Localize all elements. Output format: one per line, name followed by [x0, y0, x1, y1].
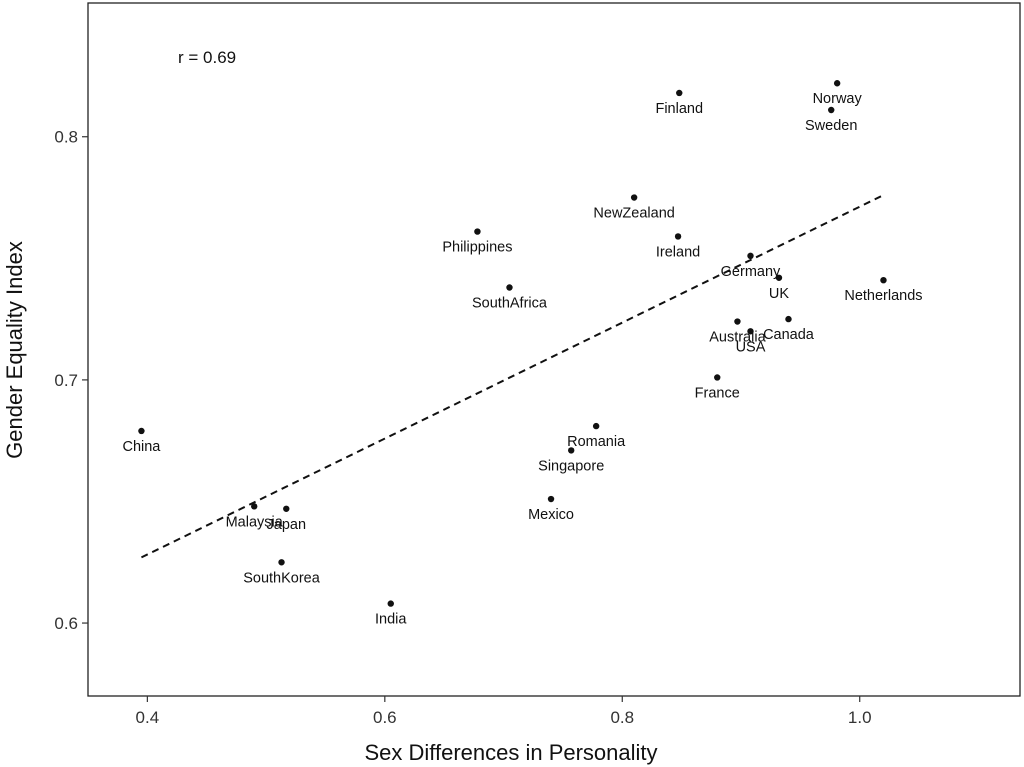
point-india [387, 600, 394, 607]
point-label-sweden: Sweden [805, 118, 857, 134]
x-tick-label: 0.8 [610, 708, 634, 727]
point-canada [785, 315, 792, 323]
point-label-newzealand: NewZealand [593, 206, 674, 222]
point-romania [592, 422, 600, 430]
point-finland [676, 89, 683, 97]
point-label-mexico: Mexico [528, 507, 574, 523]
point-usa [747, 328, 754, 335]
point-china [138, 427, 145, 435]
point-label-norway: Norway [813, 91, 863, 107]
point-japan [283, 505, 290, 512]
y-tick-label: 0.7 [54, 371, 78, 390]
point-label-china: China [122, 439, 161, 455]
y-axis: 0.6 0.7 0.8 [54, 128, 88, 633]
x-tick-label: 0.6 [373, 708, 397, 727]
x-tick-label: 0.4 [136, 708, 160, 727]
trendline [140, 194, 884, 559]
point-label-southkorea: SouthKorea [243, 570, 321, 586]
point-mexico [547, 495, 555, 503]
point-label-ireland: Ireland [656, 244, 700, 260]
point-label-australia: Australia [709, 330, 766, 346]
point-philippines [474, 228, 481, 235]
plot-border [87, 2, 1021, 697]
point-label-singapore: Singapore [538, 458, 604, 474]
point-netherlands [880, 277, 887, 284]
point-uk [775, 274, 783, 281]
point-malaysia [251, 503, 258, 510]
point-singapore [568, 447, 575, 454]
plot-background [88, 3, 1020, 696]
y-tick-label: 0.6 [54, 614, 78, 633]
x-tick-label: 1.0 [848, 708, 872, 727]
point-label-japan: Japan [267, 517, 307, 533]
point-ireland [674, 233, 682, 240]
point-label-uk: UK [769, 286, 789, 302]
point-label-philippines: Philippines [442, 240, 512, 256]
point-label-india: India [375, 612, 407, 628]
point-france [714, 374, 721, 381]
point-sweden [828, 106, 835, 114]
point-norway [833, 80, 841, 87]
y-axis-title: Gender Equality Index [2, 241, 27, 459]
point-newzealand [630, 194, 638, 201]
point-label-usa: USA [736, 339, 766, 355]
trendline-layer [140, 194, 884, 559]
point-label-malaysia: Malaysia [226, 514, 284, 530]
point-label-romania: Romania [567, 434, 626, 450]
point-australia [734, 318, 741, 325]
point-label-france: France [695, 385, 740, 401]
point-southkorea [278, 559, 285, 566]
point-label-finland: Finland [655, 101, 703, 117]
y-tick-label: 0.8 [54, 128, 78, 147]
annotation-r: r = 0.69 [178, 48, 236, 67]
point-label-germany: Germany [721, 264, 781, 280]
x-axis-title: Sex Differences in Personality [364, 740, 657, 765]
point-label-southafrica: SouthAfrica [472, 295, 548, 311]
point-southafrica [506, 284, 513, 291]
point-label-netherlands: Netherlands [844, 288, 922, 304]
point-label-canada: Canada [763, 327, 815, 343]
x-axis: 0.4 0.6 0.8 1.0 [136, 696, 872, 727]
points-layer [138, 80, 887, 607]
point-germany [747, 252, 754, 260]
